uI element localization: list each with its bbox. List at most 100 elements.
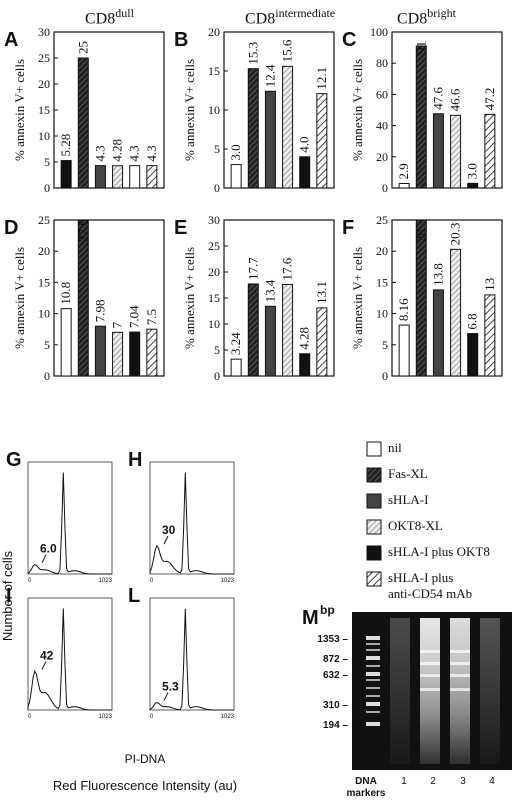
bar: [77, 57, 89, 189]
y-axis-label: % annexin V+ cells: [350, 59, 365, 161]
y-tick-label: 20: [208, 265, 220, 279]
bar: [146, 165, 158, 189]
subg1-label: 30: [162, 523, 176, 537]
bar: [77, 219, 89, 377]
y-tick-label: 30: [38, 25, 50, 39]
marker-band: [366, 665, 380, 667]
marker-band: [366, 643, 380, 645]
panel-A: A % annexin V+ cells 0 5 10 15 20 25 30 5.28 25 4.3…: [4, 25, 165, 195]
bar: [450, 114, 462, 189]
y-tick-label: 25: [208, 239, 220, 253]
data-label: 13.1: [314, 281, 329, 304]
y-tick-label: 5: [44, 155, 50, 169]
y-tick-label: 15: [208, 291, 220, 305]
panel-letter: C: [342, 29, 356, 51]
y-tick-label: 5: [214, 343, 220, 357]
legend-item: sHLA-I plus OKT8: [366, 544, 520, 570]
data-label: 13: [482, 278, 497, 291]
y-tick-label: 15: [376, 275, 388, 289]
y-tick-label: 0: [382, 181, 388, 195]
y-tick-label: 15: [208, 64, 220, 78]
bar: [60, 308, 72, 377]
bar: [398, 324, 410, 377]
panel-letter: D: [4, 217, 18, 239]
bar: [467, 182, 479, 189]
legend-label: sHLA-I plus OKT8: [388, 544, 490, 559]
plot-frame: [149, 597, 235, 711]
bar: [146, 328, 158, 377]
panel-letter: M: [302, 607, 319, 629]
legend-label: OKT8-XL: [388, 518, 443, 533]
legend-item: sHLA-I plus anti-CD54 mAb: [366, 570, 520, 612]
bar: [129, 165, 141, 189]
gel-ladder-band: [450, 674, 470, 677]
y-axis-label: % annexin V+ cells: [350, 247, 365, 349]
histogram-panels: G 6.0 0 1023 H 30 0 1023 I 42 0 1023 L 5.3 0 1023 Number…: [0, 449, 237, 793]
histogram-G: G 6.0 0 1023: [6, 449, 113, 584]
legend-swatch-box: [366, 441, 382, 457]
y-tick-label: 10: [208, 317, 220, 331]
legend-swatch: [366, 441, 382, 457]
data-label: 7.98: [92, 299, 107, 322]
y-tick-label: 0: [214, 181, 220, 195]
data-label: 10.8: [58, 282, 73, 305]
data-label: 15.6: [280, 39, 295, 62]
data-label: 7.04: [127, 305, 142, 328]
data-label: 12.4: [262, 64, 277, 87]
data-label: 47.6: [430, 86, 445, 109]
label-leader: [163, 535, 169, 545]
legend-swatch: [366, 545, 382, 561]
x-tick-label: 0: [150, 578, 154, 584]
plot-frame: [27, 597, 113, 711]
histogram-I: I 42 0 1023: [6, 585, 113, 720]
y-tick-label: 20: [376, 244, 388, 258]
marker-band: [366, 672, 380, 676]
marker-label: 872 –: [323, 654, 348, 665]
histogram-curve: [27, 608, 112, 711]
bar: [316, 307, 328, 377]
histogram-x-label-top: PI-DNA: [125, 752, 166, 766]
marker-band: [366, 656, 380, 660]
label-leader: [41, 554, 47, 563]
data-label: 2.9: [396, 163, 411, 179]
gel-ladder-band: [450, 688, 470, 691]
gel-ladder-band: [450, 650, 470, 653]
bar: [264, 305, 276, 377]
data-label: 4.28: [297, 327, 312, 350]
y-tick-label: 15: [38, 275, 50, 289]
bar: [282, 65, 294, 189]
gel-ladder-band: [450, 662, 470, 665]
legend-label: sHLA-I plus anti-CD54 mAb: [388, 570, 473, 601]
panel-D: D % annexin V+ cells 0 5 10 15 20 25 10.8 27.6 7.9…: [4, 213, 165, 383]
y-tick-label: 25: [38, 51, 50, 65]
bar-charts: A % annexin V+ cells 0 5 10 15 20 25 30 5.28 25 4.3…: [4, 25, 503, 383]
y-tick-label: 100: [370, 25, 388, 39]
data-label: 91: [413, 41, 428, 54]
data-label: 47.2: [482, 88, 497, 111]
label-leader: [41, 661, 47, 670]
y-tick-label: 0: [44, 181, 50, 195]
histogram-H: H 30 0 1023: [128, 449, 235, 584]
data-label: 5.28: [58, 134, 73, 157]
legend-label: nil: [388, 440, 402, 455]
panel-letter: F: [342, 217, 354, 239]
marker-label: 194 –: [323, 720, 348, 731]
histogram-x-label-bottom: Red Fluorescence Intensity (au): [53, 778, 237, 793]
marker-band: [366, 702, 380, 706]
legend-swatch-box: [366, 519, 382, 535]
legend-swatch: [366, 571, 382, 587]
y-tick-label: 25: [376, 213, 388, 227]
y-tick-label: 0: [214, 369, 220, 383]
y-tick-label: 0: [382, 369, 388, 383]
lane-label: 1: [401, 776, 407, 787]
lane-label: markers: [347, 788, 386, 799]
bar: [230, 164, 242, 189]
y-tick-label: 20: [208, 25, 220, 39]
y-tick-label: 20: [376, 150, 388, 164]
legend-item: OKT8-XL: [366, 518, 520, 544]
data-label: 7.5: [144, 309, 159, 325]
bar: [112, 331, 124, 377]
marker-band: [366, 636, 380, 640]
gel-lane: [390, 618, 410, 764]
y-tick-label: 60: [376, 87, 388, 101]
